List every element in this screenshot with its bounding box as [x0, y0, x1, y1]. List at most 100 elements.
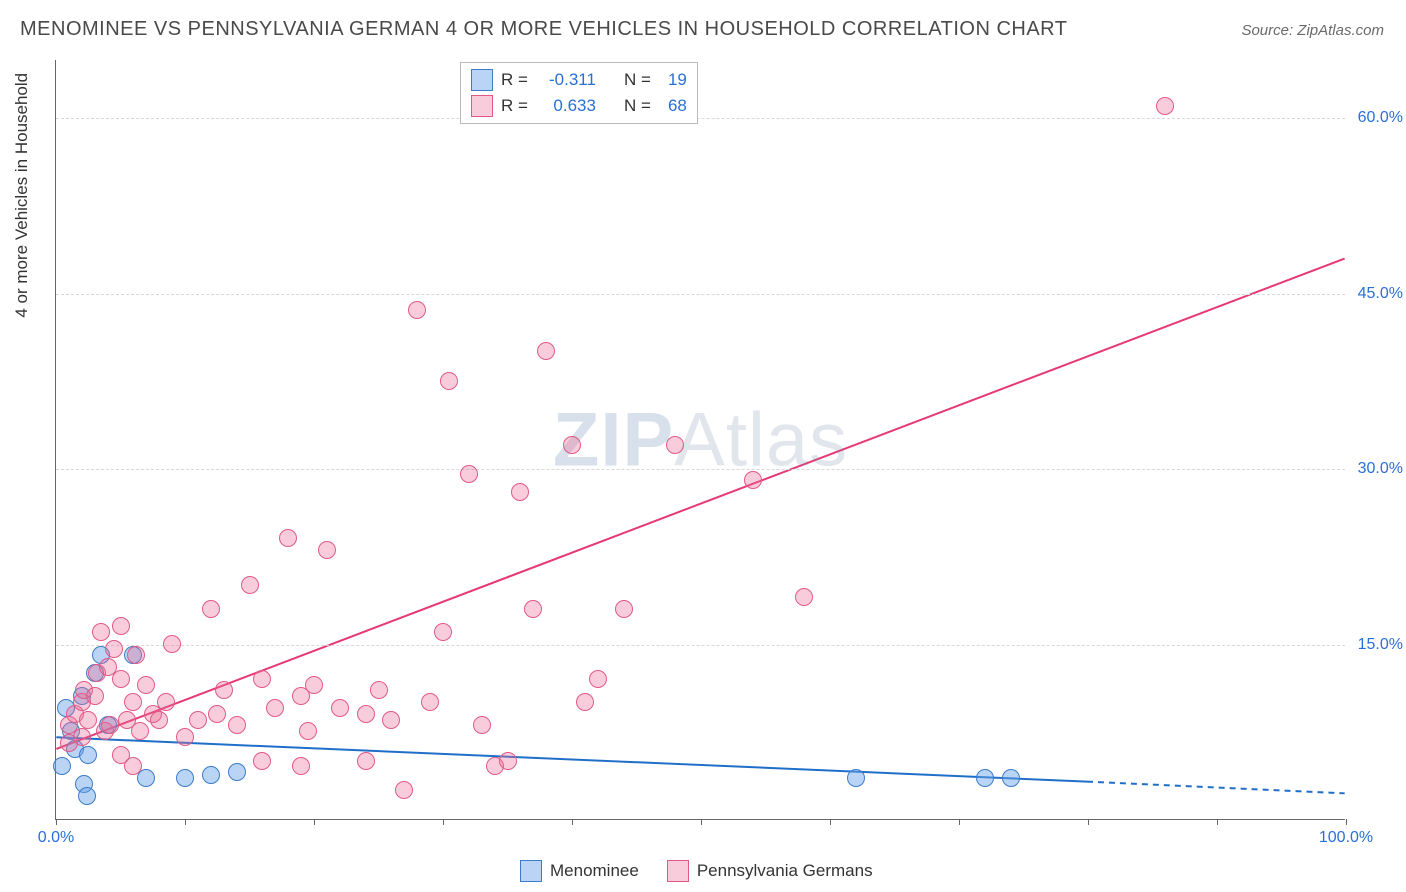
- r-value: 0.633: [536, 96, 596, 116]
- scatter-point: [357, 705, 375, 723]
- y-tick-label: 30.0%: [1358, 460, 1403, 478]
- scatter-point: [73, 728, 91, 746]
- series-label: Pennsylvania Germans: [697, 861, 873, 881]
- scatter-point: [124, 693, 142, 711]
- scatter-point: [92, 623, 110, 641]
- x-tick: [185, 819, 186, 825]
- r-label: R =: [501, 96, 528, 116]
- legend-row: R = -0.311 N = 19: [471, 67, 687, 93]
- scatter-point: [112, 617, 130, 635]
- scatter-point: [241, 576, 259, 594]
- scatter-point: [79, 711, 97, 729]
- scatter-point: [228, 716, 246, 734]
- trend-lines: [56, 60, 1345, 819]
- scatter-point: [157, 693, 175, 711]
- scatter-point: [176, 769, 194, 787]
- scatter-point: [305, 676, 323, 694]
- scatter-point: [382, 711, 400, 729]
- scatter-point: [434, 623, 452, 641]
- scatter-point: [105, 640, 123, 658]
- scatter-point: [1002, 769, 1020, 787]
- scatter-point: [460, 465, 478, 483]
- scatter-point: [202, 600, 220, 618]
- series-legend-item: Menominee: [520, 860, 639, 882]
- scatter-point: [53, 757, 71, 775]
- series-legend-item: Pennsylvania Germans: [667, 860, 873, 882]
- chart-title: MENOMINEE VS PENNSYLVANIA GERMAN 4 OR MO…: [20, 18, 1067, 41]
- scatter-point: [524, 600, 542, 618]
- scatter-point: [563, 436, 581, 454]
- scatter-point: [589, 670, 607, 688]
- r-value: -0.311: [536, 70, 596, 90]
- n-value: 19: [659, 70, 687, 90]
- plot-area: ZIPAtlas 15.0%30.0%45.0%60.0%0.0%100.0%: [55, 60, 1345, 820]
- scatter-point: [228, 763, 246, 781]
- scatter-point: [395, 781, 413, 799]
- scatter-point: [1156, 97, 1174, 115]
- scatter-point: [189, 711, 207, 729]
- scatter-point: [499, 752, 517, 770]
- x-tick: [314, 819, 315, 825]
- trend-line: [56, 259, 1344, 749]
- x-tick: [959, 819, 960, 825]
- scatter-point: [163, 635, 181, 653]
- scatter-point: [78, 787, 96, 805]
- scatter-point: [576, 693, 594, 711]
- scatter-point: [150, 711, 168, 729]
- x-tick: [56, 819, 57, 825]
- scatter-point: [131, 722, 149, 740]
- scatter-point: [215, 681, 233, 699]
- x-tick: [1088, 819, 1089, 825]
- scatter-point: [112, 670, 130, 688]
- scatter-point: [318, 541, 336, 559]
- legend-swatch: [667, 860, 689, 882]
- x-tick: [701, 819, 702, 825]
- scatter-point: [176, 728, 194, 746]
- scatter-point: [253, 752, 271, 770]
- scatter-point: [666, 436, 684, 454]
- scatter-point: [357, 752, 375, 770]
- gridline-horizontal: [56, 645, 1345, 646]
- x-tick-label: 0.0%: [38, 829, 74, 847]
- n-label: N =: [624, 70, 651, 90]
- scatter-point: [202, 766, 220, 784]
- correlation-legend: R = -0.311 N = 19 R = 0.633 N = 68: [460, 62, 698, 124]
- trend-line-extrapolated: [1087, 782, 1345, 794]
- legend-swatch: [471, 95, 493, 117]
- scatter-point: [847, 769, 865, 787]
- scatter-point: [86, 687, 104, 705]
- scatter-point: [137, 676, 155, 694]
- scatter-point: [292, 757, 310, 775]
- scatter-point: [101, 716, 119, 734]
- scatter-point: [408, 301, 426, 319]
- scatter-point: [537, 342, 555, 360]
- y-tick-label: 15.0%: [1358, 636, 1403, 654]
- x-tick: [1217, 819, 1218, 825]
- scatter-point: [124, 757, 142, 775]
- scatter-point: [208, 705, 226, 723]
- y-tick-label: 60.0%: [1358, 109, 1403, 127]
- scatter-point: [266, 699, 284, 717]
- scatter-point: [511, 483, 529, 501]
- scatter-point: [253, 670, 271, 688]
- gridline-horizontal: [56, 469, 1345, 470]
- gridline-horizontal: [56, 294, 1345, 295]
- n-label: N =: [624, 96, 651, 116]
- r-label: R =: [501, 70, 528, 90]
- scatter-point: [744, 471, 762, 489]
- scatter-point: [421, 693, 439, 711]
- n-value: 68: [659, 96, 687, 116]
- scatter-point: [440, 372, 458, 390]
- legend-row: R = 0.633 N = 68: [471, 93, 687, 119]
- gridline-horizontal: [56, 118, 1345, 119]
- scatter-point: [615, 600, 633, 618]
- scatter-point: [127, 646, 145, 664]
- scatter-point: [370, 681, 388, 699]
- x-tick: [443, 819, 444, 825]
- x-tick: [572, 819, 573, 825]
- scatter-point: [331, 699, 349, 717]
- scatter-point: [279, 529, 297, 547]
- source-credit: Source: ZipAtlas.com: [1241, 22, 1384, 39]
- y-axis-label: 4 or more Vehicles in Household: [12, 73, 32, 318]
- series-label: Menominee: [550, 861, 639, 881]
